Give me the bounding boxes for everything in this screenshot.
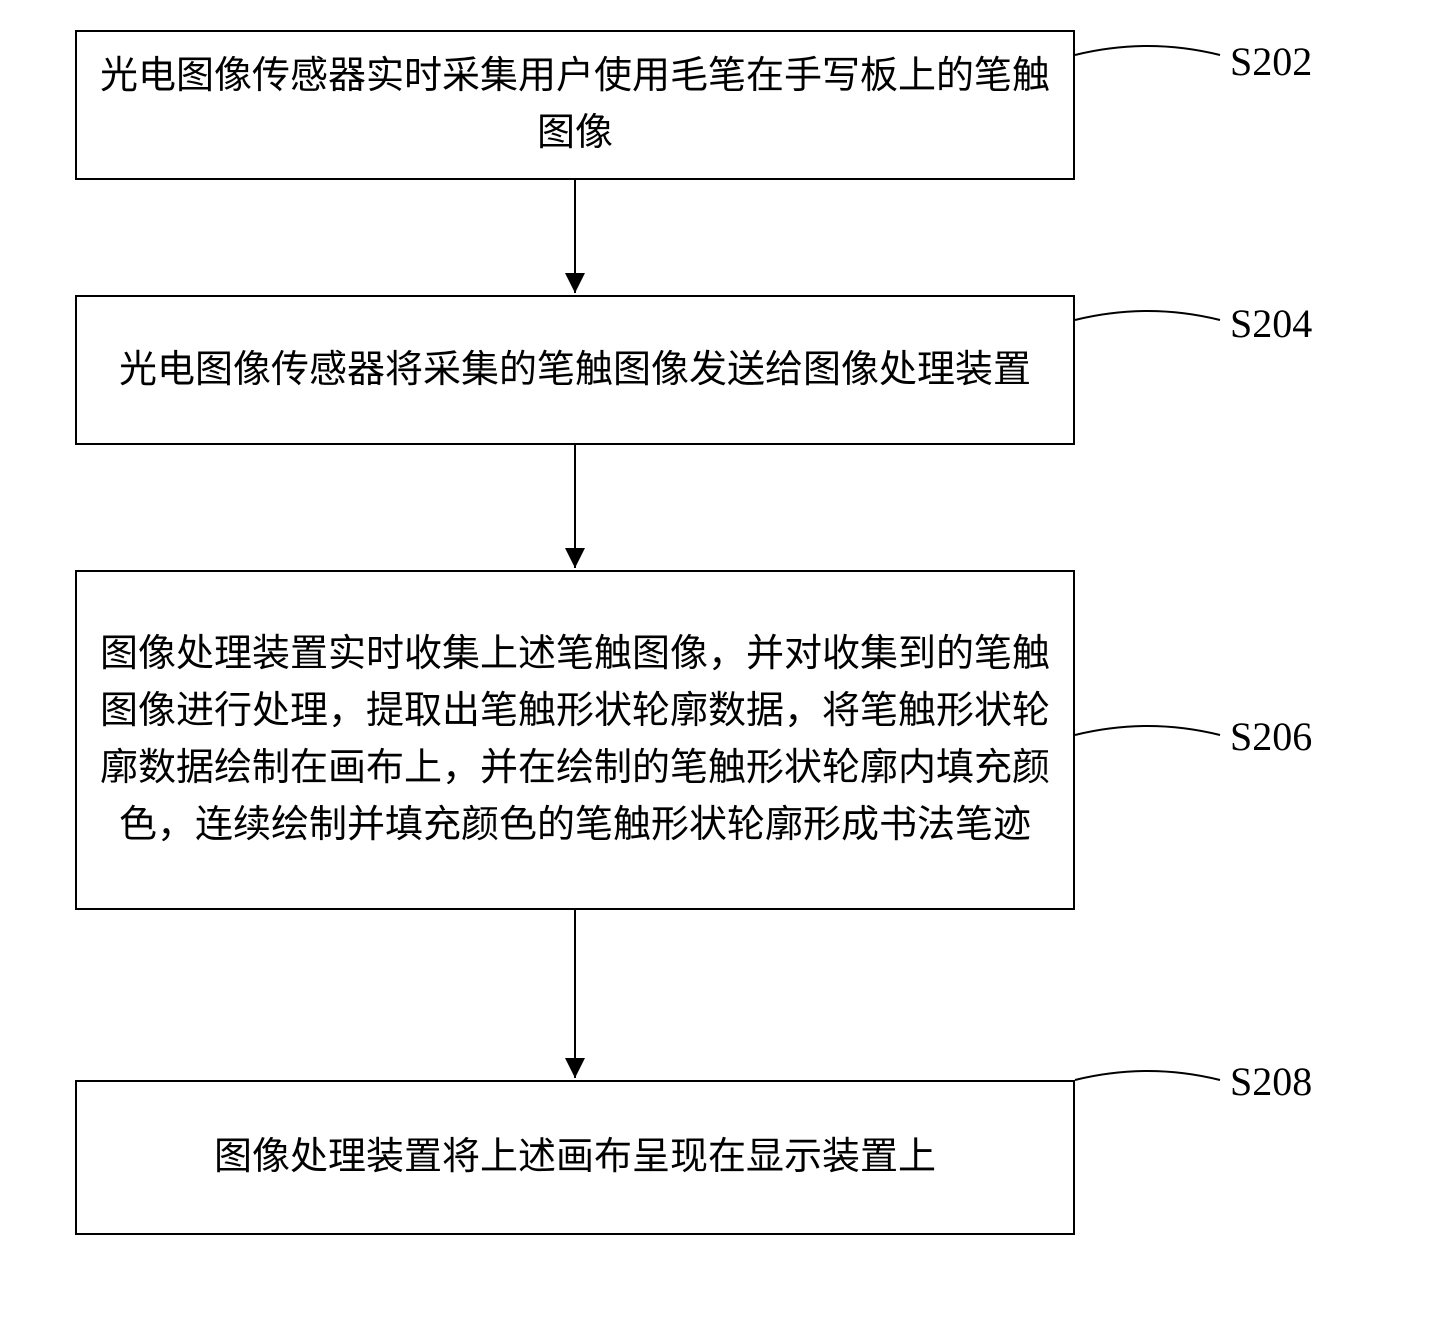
flowchart-node-text: 光电图像传感器实时采集用户使用毛笔在手写板上的笔触图像 [97,48,1053,162]
step-label-S206: S206 [1230,713,1312,760]
flowchart-node-n2: 光电图像传感器将采集的笔触图像发送给图像处理装置 [75,295,1075,445]
flowchart-node-text: 光电图像传感器将采集的笔触图像发送给图像处理装置 [119,342,1031,399]
flowchart-node-text: 图像处理装置实时收集上述笔触图像，并对收集到的笔触图像进行处理，提取出笔触形状轮… [97,626,1053,854]
label-connector [1075,46,1220,55]
step-label-S202: S202 [1230,38,1312,85]
flowchart-node-text: 图像处理装置将上述画布呈现在显示装置上 [214,1129,936,1186]
label-connector [1075,1071,1220,1080]
label-connector [1075,311,1220,320]
step-label-S204: S204 [1230,300,1312,347]
flowchart-node-n1: 光电图像传感器实时采集用户使用毛笔在手写板上的笔触图像 [75,30,1075,180]
step-label-S208: S208 [1230,1058,1312,1105]
flowchart-node-n4: 图像处理装置将上述画布呈现在显示装置上 [75,1080,1075,1235]
flowchart-canvas: 光电图像传感器实时采集用户使用毛笔在手写板上的笔触图像 S202 光电图像传感器将采… [0,0,1440,1338]
label-connector [1075,726,1220,735]
flowchart-node-n3: 图像处理装置实时收集上述笔触图像，并对收集到的笔触图像进行处理，提取出笔触形状轮… [75,570,1075,910]
